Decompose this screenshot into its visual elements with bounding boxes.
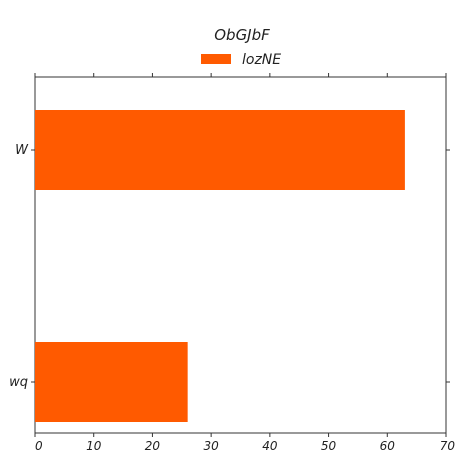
chart-title: ObGJbF — [214, 26, 270, 44]
y-axis: Wwq — [9, 143, 450, 390]
x-tick-label-50: 50 — [321, 439, 337, 453]
x-tick-label-20: 20 — [145, 439, 161, 453]
x-tick-label-70: 70 — [440, 439, 456, 453]
x-tick-label-30: 30 — [204, 439, 220, 453]
bar-W — [35, 110, 405, 190]
plot-area — [34, 76, 447, 434]
y-tick-label-W: W — [15, 143, 29, 158]
x-tick-label-0: 0 — [35, 439, 43, 453]
y-tick-label-wq: wq — [9, 375, 28, 390]
x-axis: 0 10 20 30 40 50 60 70 — [34, 73, 456, 453]
x-tick-label-40: 40 — [262, 439, 278, 453]
legend: lozNE — [201, 52, 281, 68]
legend-label: lozNE — [242, 52, 281, 68]
legend-swatch — [201, 54, 231, 64]
x-tick-label-10: 10 — [86, 439, 102, 453]
bar-wq — [35, 342, 188, 422]
bar-layer — [35, 110, 405, 422]
x-tick-label-60: 60 — [380, 439, 396, 453]
